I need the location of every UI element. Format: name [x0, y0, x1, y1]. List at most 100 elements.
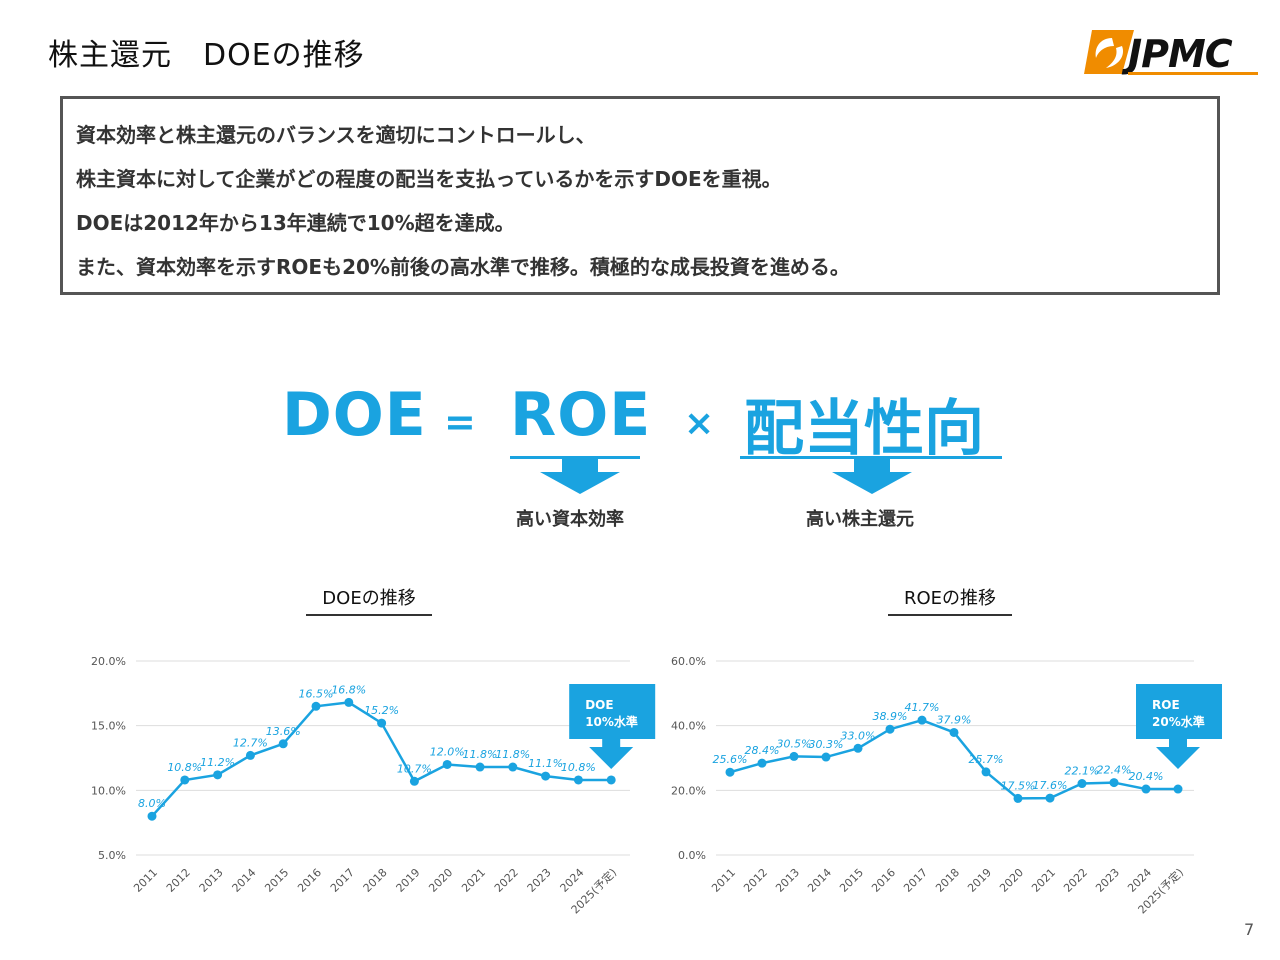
data-point	[442, 759, 452, 769]
data-label: 11.1%	[528, 757, 563, 770]
data-label: 25.7%	[969, 753, 1004, 766]
data-label: 30.5%	[777, 737, 812, 750]
x-tick-label: 2014	[805, 866, 834, 895]
x-tick-label: 2013	[773, 866, 802, 895]
y-tick-label: 10.0%	[91, 784, 126, 797]
x-tick-label: 2015	[262, 866, 291, 895]
data-label: 12.7%	[233, 736, 268, 749]
y-tick-label: 20.0%	[671, 784, 706, 797]
data-point	[508, 762, 518, 772]
data-point	[853, 743, 863, 753]
x-tick-label: 2017	[901, 866, 930, 895]
data-label: 20.4%	[1129, 770, 1164, 783]
data-point	[180, 775, 190, 785]
x-tick-label: 2020	[426, 866, 455, 895]
formula-equals: =	[444, 400, 476, 444]
logo-mark-icon	[1084, 30, 1134, 74]
data-point	[245, 750, 255, 760]
y-tick-label: 60.0%	[671, 655, 706, 668]
data-label: 10.8%	[167, 761, 202, 774]
x-tick-label: 2016	[869, 866, 898, 895]
data-label: 38.9%	[873, 710, 908, 723]
x-tick-label: 2020	[997, 866, 1026, 895]
summary-box: 資本効率と株主還元のバランスを適切にコントロールし、 株主資本に対して企業がどの…	[60, 96, 1220, 295]
x-tick-label: 2012	[164, 866, 193, 895]
doe-chart-title: DOEの推移	[322, 588, 416, 609]
formula-roe: ROE	[510, 380, 652, 450]
data-point	[1045, 793, 1055, 803]
data-label: 17.5%	[1001, 779, 1036, 792]
x-tick-label: 2023	[525, 866, 554, 895]
data-label: 17.6%	[1033, 779, 1068, 792]
y-tick-label: 0.0%	[678, 849, 706, 862]
x-tick-label: 2021	[1029, 866, 1058, 895]
summary-line: 株主資本に対して企業がどの程度の配当を支払っているかを示すDOEを重視。	[76, 167, 782, 191]
roe-chart-title-underline	[888, 614, 1012, 616]
data-label: 33.0%	[841, 729, 876, 742]
callout-arrow-icon	[1156, 739, 1200, 769]
callout-box	[569, 684, 656, 739]
y-tick-label: 20.0%	[91, 655, 126, 668]
formula-times: ×	[684, 403, 715, 444]
data-point	[278, 739, 288, 749]
payout-caption: 高い株主還元	[806, 509, 914, 530]
roe-line-chart: 0.0% 20.0% 40.0% 60.0% 25.6% 2011 28.4% 2012 30.…	[671, 655, 1222, 917]
x-tick-label: 2011	[709, 866, 738, 895]
formula-payout-ratio: 配当性向	[744, 394, 984, 464]
data-label: 15.2%	[364, 704, 399, 717]
data-label: 12.0%	[430, 745, 465, 758]
data-point	[213, 770, 223, 780]
data-label: 13.6%	[266, 725, 301, 738]
x-tick-label: 2018	[933, 866, 962, 895]
summary-line: 資本効率と株主還元のバランスを適切にコントロールし、	[76, 123, 596, 147]
y-tick-label: 15.0%	[91, 720, 126, 733]
data-point	[1173, 784, 1183, 794]
data-label: 10.8%	[561, 761, 596, 774]
callout-arrow-icon	[589, 739, 634, 769]
data-point	[344, 697, 354, 707]
x-tick-label: 2024	[1125, 866, 1154, 895]
data-label: 16.8%	[331, 683, 366, 696]
x-tick-label: 2024	[558, 866, 587, 895]
payout-underline	[740, 456, 1002, 459]
x-tick-label: 2014	[230, 866, 259, 895]
x-tick-label: 2016	[295, 866, 324, 895]
data-label: 37.9%	[937, 713, 972, 726]
data-point	[821, 752, 831, 762]
x-tick-label: 2015	[837, 866, 866, 895]
summary-line: DOEは2012年から13年連続で10%超を達成。	[76, 211, 515, 235]
data-label: 28.4%	[745, 744, 780, 757]
roe-down-arrow-icon	[540, 458, 620, 494]
x-tick-label: 2019	[965, 866, 994, 895]
page-number: 7	[1244, 920, 1255, 939]
x-tick-label: 2011	[131, 866, 160, 895]
data-label: 16.5%	[299, 687, 334, 700]
data-point	[1109, 778, 1119, 788]
data-point	[1141, 784, 1151, 794]
x-tick-label: 2018	[361, 866, 390, 895]
page-title: 株主還元 DOEの推移	[48, 38, 365, 73]
data-point	[409, 776, 419, 786]
x-tick-label: 2019	[394, 866, 423, 895]
x-tick-label: 2017	[328, 866, 357, 895]
data-point	[541, 771, 551, 781]
data-label: 22.1%	[1065, 765, 1100, 778]
x-tick-label: 2012	[741, 866, 770, 895]
data-label: 30.3%	[809, 738, 844, 751]
x-tick-label: 2022	[1061, 866, 1090, 895]
callout-title: ROE	[1152, 698, 1180, 712]
data-label: 25.6%	[713, 753, 748, 766]
logo-underline	[1128, 72, 1258, 75]
data-point	[1077, 779, 1087, 789]
callout-box	[1136, 684, 1222, 739]
summary-line: また、資本効率を示すROEも20%前後の高水準で推移。積極的な成長投資を進める。	[76, 255, 850, 279]
callout-subtitle: 20%水準	[1152, 714, 1205, 729]
x-tick-label: 2013	[197, 866, 226, 895]
roe-underline	[510, 456, 640, 459]
data-point	[475, 762, 485, 772]
data-point	[949, 727, 959, 737]
roe-chart-title: ROEの推移	[903, 588, 997, 609]
x-tick-label: 2021	[459, 866, 488, 895]
data-point	[885, 724, 895, 734]
logo-text: JPMC	[1128, 32, 1233, 76]
